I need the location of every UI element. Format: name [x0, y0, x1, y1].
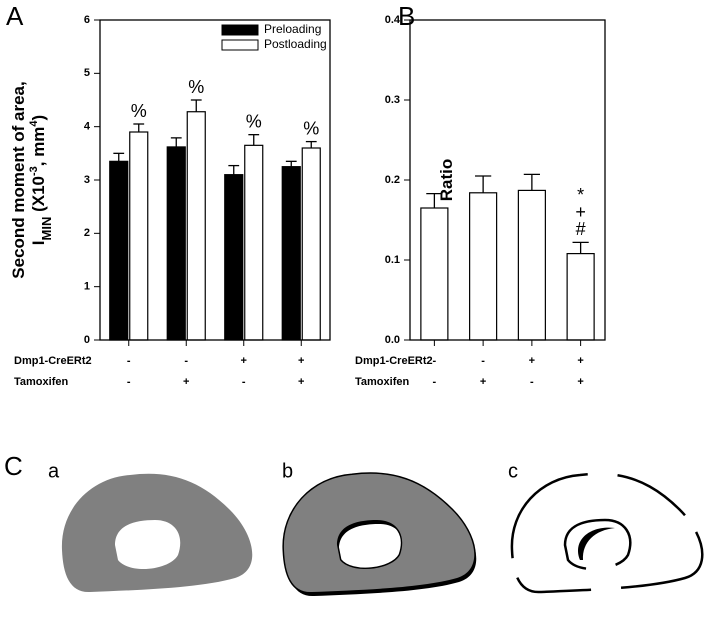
y-tick-label: 3	[84, 174, 90, 186]
y-tick-label: 0	[84, 334, 90, 346]
condition-value: -	[433, 376, 437, 388]
annotation: #	[576, 219, 586, 239]
bar	[166, 146, 186, 341]
y-label-part: )	[29, 115, 48, 121]
y-label-part: (X10	[29, 176, 48, 217]
bar	[224, 174, 244, 341]
condition-value: -	[184, 355, 188, 367]
condition-value: +	[480, 376, 486, 388]
condition-value: -	[127, 355, 131, 367]
y-label-line: Second moment of area,	[9, 81, 28, 278]
condition-value: -	[127, 376, 131, 388]
bar	[517, 189, 546, 341]
bar	[281, 166, 301, 341]
condition-value: +	[577, 376, 583, 388]
panel-label: B	[398, 1, 415, 31]
condition-label: Tamoxifen	[14, 376, 68, 388]
bar	[301, 147, 321, 341]
legend-label: Postloading	[264, 37, 327, 51]
y-label-part: , mm	[29, 127, 48, 167]
condition-value: +	[183, 376, 189, 388]
condition-value: +	[241, 355, 247, 367]
y-tick-label: 0.4	[385, 14, 401, 26]
bar	[469, 192, 498, 341]
condition-value: +	[529, 355, 535, 367]
condition-value: -	[530, 376, 534, 388]
annotation: %	[188, 77, 204, 97]
sub-label: b	[282, 460, 293, 482]
annotation: %	[131, 101, 147, 121]
condition-value: +	[298, 376, 304, 388]
plot-frame	[99, 19, 331, 341]
y-label-line: Ratio	[437, 159, 456, 202]
bar	[244, 144, 264, 341]
condition-value: +	[298, 355, 304, 367]
condition-label: Dmp1-CreERt2	[355, 355, 433, 367]
annotation: %	[246, 111, 262, 131]
condition-value: -	[433, 355, 437, 367]
plot-frame	[409, 19, 606, 341]
annotation: %	[303, 118, 319, 138]
section-a	[61, 473, 253, 593]
y-tick-label: 5	[84, 67, 90, 79]
bar	[129, 131, 149, 341]
y-tick-label: 2	[84, 227, 90, 239]
bar	[420, 207, 449, 341]
y-tick-label: 0.3	[385, 94, 400, 106]
y-axis-label: Ratio	[437, 159, 456, 202]
legend-swatch	[221, 39, 259, 51]
section-b	[282, 472, 477, 597]
legend-swatch	[221, 24, 259, 36]
bar	[186, 111, 206, 341]
y-tick-label: 0.1	[385, 254, 400, 266]
annotation: +	[575, 202, 586, 222]
sub-label: a	[48, 460, 60, 482]
condition-label: Tamoxifen	[355, 376, 409, 388]
y-label-part: I	[29, 241, 48, 246]
section-c	[510, 472, 704, 594]
condition-label: Dmp1-CreERt2	[14, 355, 92, 367]
sub-label: c	[508, 460, 518, 482]
bar	[566, 253, 595, 341]
condition-value: -	[481, 355, 485, 367]
bar	[109, 160, 129, 341]
y-label-part: -3	[28, 166, 40, 176]
y-label-part: MIN	[39, 217, 54, 241]
condition-value: +	[577, 355, 583, 367]
annotation: *	[577, 185, 584, 205]
panel-label: A	[6, 1, 24, 31]
y-tick-label: 0.2	[385, 174, 400, 186]
y-tick-label: 4	[84, 121, 91, 133]
condition-value: -	[242, 376, 246, 388]
y-tick-label: 1	[84, 281, 90, 293]
y-tick-label: 0.0	[385, 334, 400, 346]
legend-label: Preloading	[264, 22, 321, 36]
y-axis-label: Second moment of area,IMIN (X10-3, mm4)	[9, 81, 53, 278]
y-label-part: 4	[28, 120, 40, 127]
panel-label: C	[4, 451, 23, 481]
y-tick-label: 6	[84, 14, 90, 26]
